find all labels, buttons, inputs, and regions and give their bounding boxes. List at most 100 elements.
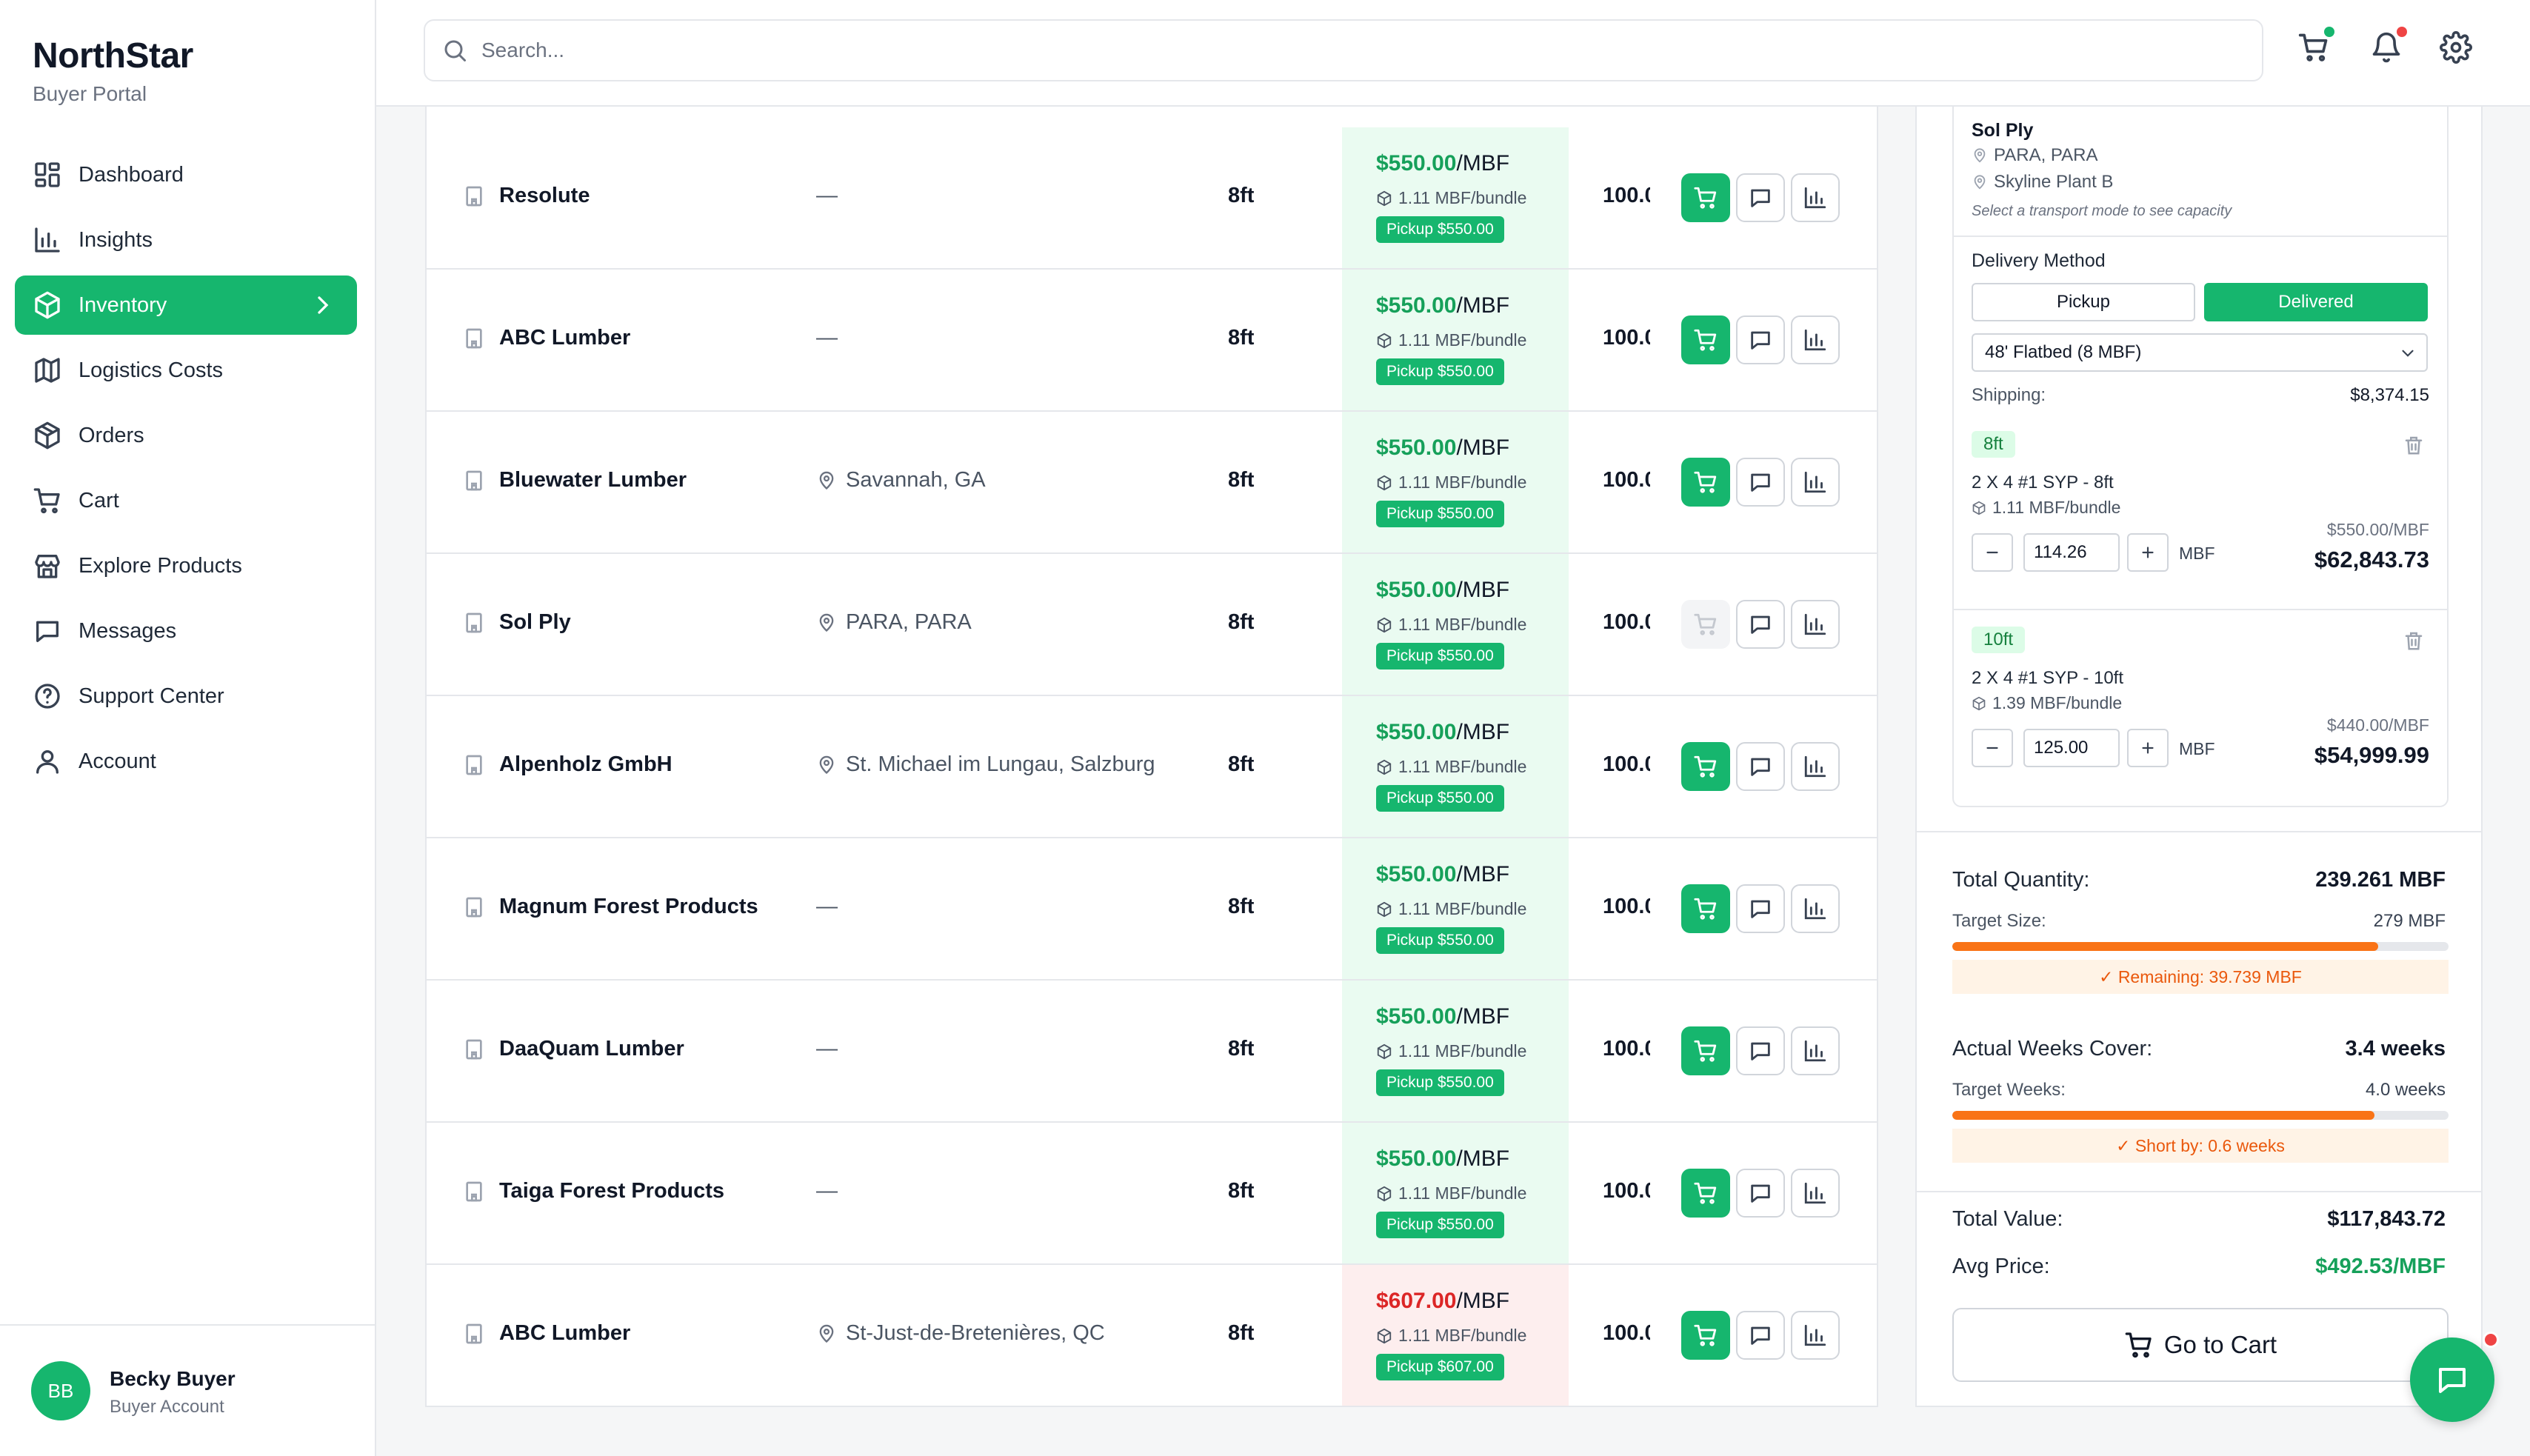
chat-button[interactable]: [2410, 1338, 2494, 1422]
sidebar-item-label: Account: [79, 749, 156, 773]
sidebar-item-logistics-costs[interactable]: Logistics Costs: [15, 341, 357, 400]
supplier-cell: Magnum Forest Products: [462, 895, 758, 919]
cart-icon: [1694, 187, 1717, 209]
decrease-quantity-button[interactable]: [1972, 729, 2013, 767]
table-row: DaaQuam Lumber — 8ft $550.00/MBF 1.11 MBF/bu…: [427, 981, 1877, 1123]
bar-chart-icon: [1804, 1182, 1826, 1204]
box-icon: [35, 291, 60, 319]
price-history-button[interactable]: [1791, 884, 1840, 933]
unit-price: $550.00/MBF: [2326, 520, 2429, 539]
location-text: St. Michael im Lungau, Salzburg: [846, 752, 1155, 776]
length-value: 8ft: [1228, 610, 1255, 634]
bar-chart-icon: [1804, 187, 1826, 209]
sidebar-item-explore-products[interactable]: Explore Products: [15, 536, 357, 595]
user-profile[interactable]: BB Becky Buyer Buyer Account: [0, 1324, 375, 1456]
cart-plant-text: Skyline Plant B: [1994, 172, 2114, 192]
price-history-button[interactable]: [1791, 315, 1840, 364]
price-amount: $550.00: [1376, 151, 1457, 176]
divider: [1954, 236, 2447, 237]
message-supplier-button[interactable]: [1736, 884, 1785, 933]
sidebar-item-messages[interactable]: Messages: [15, 601, 357, 661]
quantity-input[interactable]: [2023, 533, 2120, 572]
remaining-note: ✓ Remaining: 39.739 MBF: [1952, 960, 2449, 994]
sidebar-item-cart[interactable]: Cart: [15, 471, 357, 530]
price-history-button[interactable]: [1791, 742, 1840, 791]
message-supplier-button[interactable]: [1736, 1169, 1785, 1218]
decrease-quantity-button[interactable]: [1972, 533, 2013, 572]
message-supplier-button[interactable]: [1736, 458, 1785, 507]
price-unit: /MBF: [1456, 720, 1510, 744]
sidebar-item-orders[interactable]: Orders: [15, 406, 357, 465]
quantity-value: 100.00: [1603, 1179, 1650, 1203]
bundle-text: 1.11 MBF/bundle: [1398, 757, 1527, 776]
sidebar-item-label: Orders: [79, 423, 144, 447]
search-input[interactable]: [481, 39, 2262, 62]
message-supplier-button[interactable]: [1736, 1026, 1785, 1075]
pickup-price-badge: Pickup $550.00: [1376, 501, 1504, 527]
add-to-cart-button[interactable]: [1681, 1169, 1730, 1218]
quantity-progress-fill: [1952, 942, 2378, 951]
sidebar-item-account[interactable]: Account: [15, 732, 357, 791]
length-value: 8ft: [1228, 468, 1255, 492]
go-to-cart-button[interactable]: Go to Cart: [1952, 1308, 2449, 1382]
add-to-cart-button[interactable]: [1681, 458, 1730, 507]
sidebar-item-inventory[interactable]: Inventory: [15, 275, 357, 335]
cart-icon: [1694, 898, 1717, 920]
item-title: 2 X 4 #1 SYP - 8ft: [1972, 472, 2114, 492]
price-history-button[interactable]: [1791, 458, 1840, 507]
item-bundle: 1.11 MBF/bundle: [1972, 498, 2120, 518]
trash-icon[interactable]: [2403, 434, 2425, 456]
quantity-value: 100.00: [1603, 468, 1650, 492]
location-text: Savannah, GA: [846, 468, 986, 492]
message-supplier-button[interactable]: [1736, 742, 1785, 791]
weeks-progress-fill: [1952, 1111, 2374, 1120]
price-amount: $607.00: [1376, 1289, 1457, 1313]
message-icon: [1751, 900, 1770, 918]
price-amount: $550.00: [1376, 1004, 1457, 1029]
price-history-button[interactable]: [1791, 600, 1840, 649]
add-to-cart-button[interactable]: [1681, 173, 1730, 222]
message-supplier-button[interactable]: [1736, 600, 1785, 649]
package-icon: [35, 421, 60, 450]
sidebar-item-insights[interactable]: Insights: [15, 210, 357, 270]
add-to-cart-button[interactable]: [1681, 742, 1730, 791]
price-unit: /MBF: [1456, 1004, 1510, 1029]
bar-chart-icon: [1804, 613, 1826, 635]
add-to-cart-button[interactable]: [1681, 1311, 1730, 1360]
message-supplier-button[interactable]: [1736, 1311, 1785, 1360]
pickup-price-badge: Pickup $550.00: [1376, 216, 1504, 243]
add-to-cart-button[interactable]: [1681, 600, 1730, 649]
notifications-button[interactable]: [2370, 27, 2407, 64]
price-history-button[interactable]: [1791, 1169, 1840, 1218]
price-value: $607.00/MBF: [1376, 1289, 1509, 1314]
sidebar-item-dashboard[interactable]: Dashboard: [15, 145, 357, 204]
location-cell: St. Michael im Lungau, Salzburg: [816, 752, 1155, 777]
message-supplier-button[interactable]: [1736, 173, 1785, 222]
sidebar-item-support-center[interactable]: Support Center: [15, 667, 357, 726]
quantity-input[interactable]: [2023, 729, 2120, 767]
cart-button[interactable]: [2297, 27, 2334, 64]
chat-notification-dot: [2483, 1332, 2499, 1348]
price-history-button[interactable]: [1791, 1311, 1840, 1360]
price-history-button[interactable]: [1791, 1026, 1840, 1075]
price-history-button[interactable]: [1791, 173, 1840, 222]
delivered-toggle[interactable]: Delivered: [2204, 283, 2428, 321]
increase-quantity-button[interactable]: [2127, 533, 2169, 572]
bundle-icon: [1377, 190, 1392, 206]
add-to-cart-button[interactable]: [1681, 315, 1730, 364]
trash-icon[interactable]: [2403, 630, 2425, 652]
go-to-cart-label: Go to Cart: [2163, 1331, 2277, 1358]
location-text: PARA, PARA: [846, 610, 972, 634]
transport-select[interactable]: 48' Flatbed (8 MBF): [1972, 333, 2428, 372]
increase-quantity-button[interactable]: [2127, 729, 2169, 767]
message-supplier-button[interactable]: [1736, 315, 1785, 364]
add-to-cart-button[interactable]: [1681, 884, 1730, 933]
quantity-value: 100.00: [1603, 895, 1650, 918]
bundle-icon: [1377, 1328, 1392, 1343]
add-to-cart-button[interactable]: [1681, 1026, 1730, 1075]
pickup-toggle[interactable]: Pickup: [1972, 283, 2195, 321]
settings-button[interactable]: [2440, 31, 2472, 64]
total-value-label: Total Value:: [1952, 1207, 2063, 1231]
search-box[interactable]: [424, 19, 2263, 81]
pickup-price-badge: Pickup $550.00: [1376, 927, 1504, 954]
